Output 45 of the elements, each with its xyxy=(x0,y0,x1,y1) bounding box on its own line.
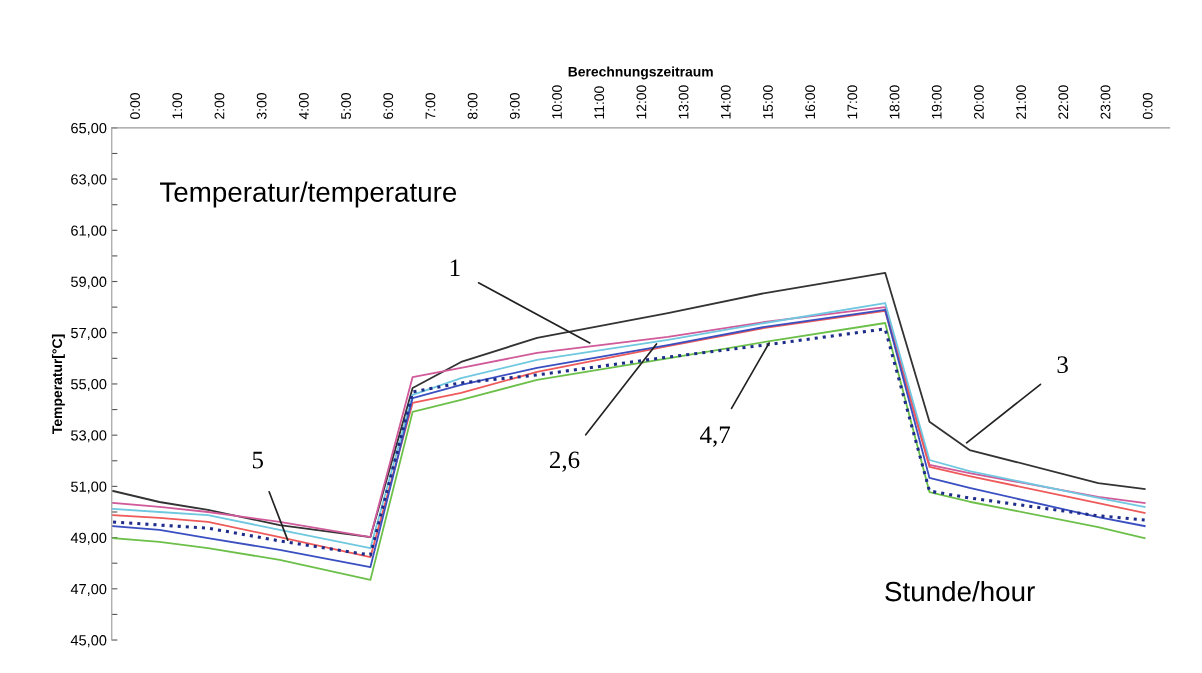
y-tick-label: 55,00 xyxy=(71,379,107,392)
x-tick-label: 22:00 xyxy=(1058,85,1069,119)
x-tick-label: 0:00 xyxy=(1142,93,1153,119)
y-axis-title: Temperatur[°C] xyxy=(51,334,65,434)
annotation: Temperatur/temperature xyxy=(160,181,457,208)
x-tick-label: 0:00 xyxy=(130,93,140,119)
y-tick-label: 45,00 xyxy=(70,635,107,648)
annotation: 2,6 xyxy=(549,451,580,472)
y-tick-label: 63,00 xyxy=(71,174,107,187)
y-tick-label: 61,00 xyxy=(71,225,107,238)
x-tick-label: 11:00 xyxy=(594,86,605,119)
y-tick-label: 51,00 xyxy=(71,481,107,494)
y-tick-label: 47,00 xyxy=(70,583,107,596)
x-tick-label: 12:00 xyxy=(636,85,647,119)
x-tick-label: 2:00 xyxy=(214,93,225,119)
annotation: 3 xyxy=(1057,356,1068,374)
x-tick-label: 9:00 xyxy=(509,93,520,119)
x-tick-label: 7:00 xyxy=(425,93,436,119)
x-tick-label: 20:00 xyxy=(974,85,984,119)
x-tick-label: 23:00 xyxy=(1100,85,1111,119)
x-tick-label: 18:00 xyxy=(889,85,900,119)
y-tick-label: 65,00 xyxy=(71,122,107,136)
x-tick-label: 13:00 xyxy=(678,85,689,119)
y-tick-label: 49,00 xyxy=(70,532,107,545)
annotation: 5 xyxy=(252,451,263,469)
y-tick-label: 53,00 xyxy=(71,430,107,443)
x-tick-label: 17:00 xyxy=(847,85,858,119)
x-axis-title: Berechnungszeitraum xyxy=(568,66,713,80)
x-tick-label: 16:00 xyxy=(805,85,816,119)
x-tick-label: 15:00 xyxy=(763,85,773,119)
x-tick-label: 10:00 xyxy=(552,85,562,119)
x-tick-label: 4:00 xyxy=(298,93,309,120)
annotation: 1 xyxy=(450,259,460,276)
x-tick-label: 8:00 xyxy=(467,93,478,119)
x-tick-label: 3:00 xyxy=(256,93,267,120)
x-tick-label: 1:00 xyxy=(172,93,183,119)
annotation: Stunde/hour xyxy=(885,580,1035,602)
x-tick-label: 14:00 xyxy=(720,85,731,119)
annotation: 4,7 xyxy=(700,426,731,447)
y-tick-label: 59,00 xyxy=(71,276,107,289)
x-tick-label: 21:00 xyxy=(1016,85,1027,119)
x-tick-label: 5:00 xyxy=(341,93,351,119)
x-tick-label: 19:00 xyxy=(931,85,942,119)
y-tick-label: 57,00 xyxy=(71,327,107,340)
x-tick-label: 6:00 xyxy=(383,93,394,119)
